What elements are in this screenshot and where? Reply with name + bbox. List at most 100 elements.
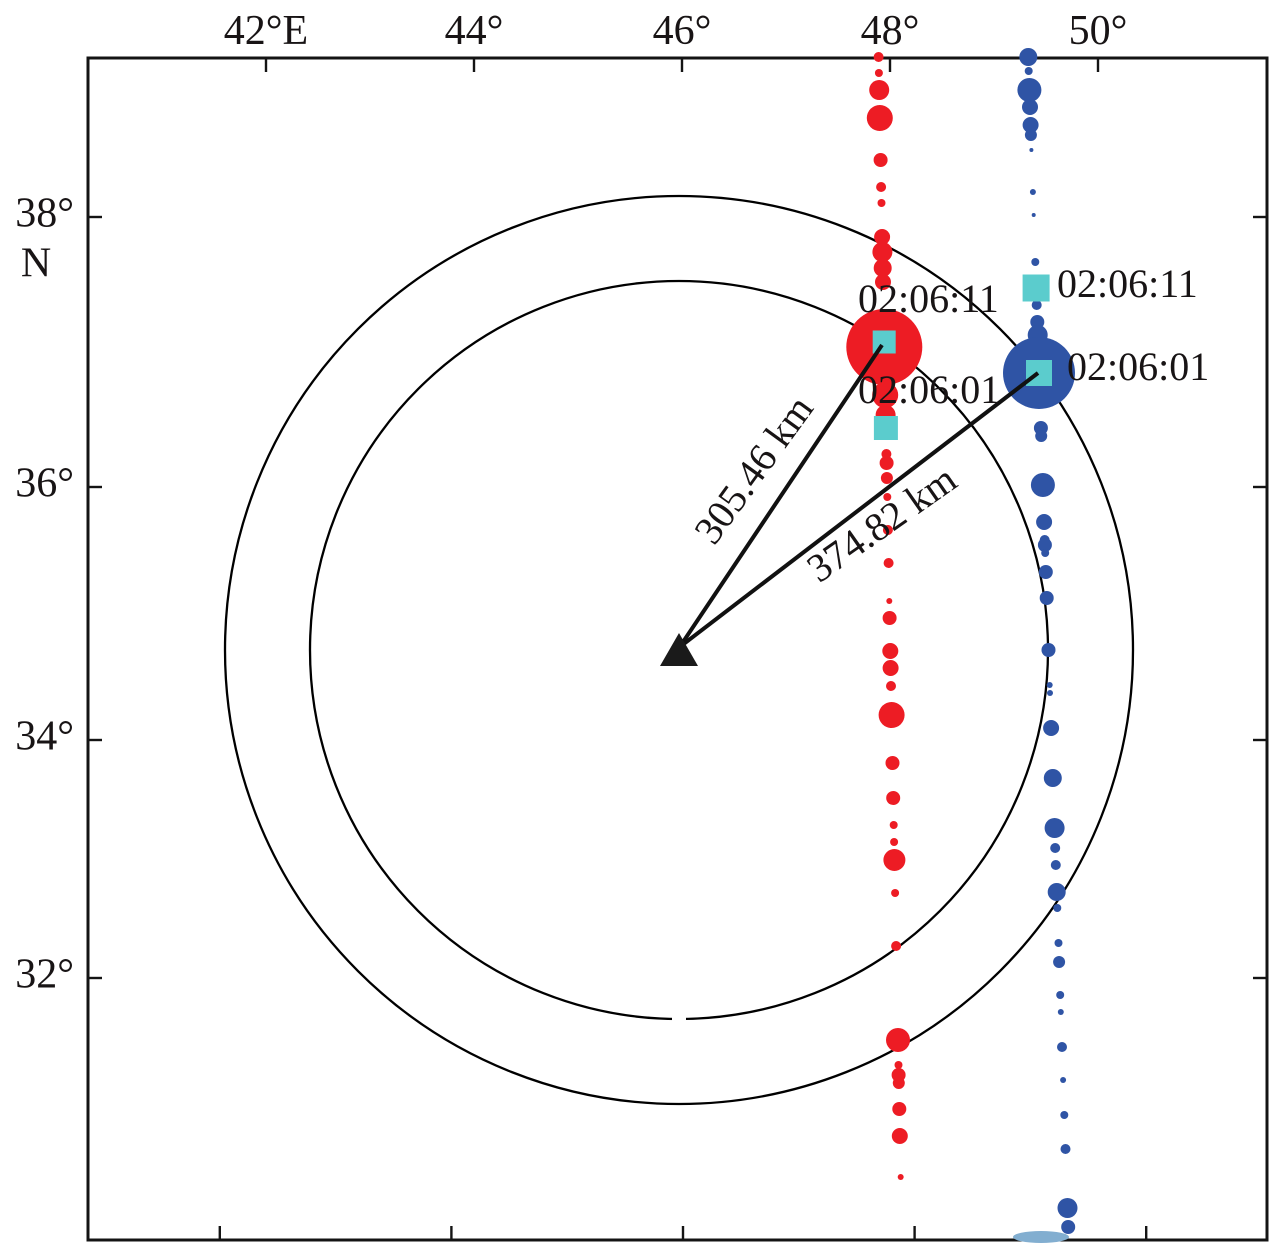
plot-border [86, 56, 1269, 1242]
epicenter-dot [882, 660, 899, 676]
epicenter-dot [897, 1174, 904, 1180]
epicenter-dot [1053, 956, 1066, 968]
time-label: 02:06:11 [1057, 261, 1198, 306]
epicenter-dot [873, 153, 888, 167]
epicenter-dot [886, 1028, 910, 1052]
epicenter-dot [1036, 514, 1053, 530]
epicenter-dot [883, 849, 906, 871]
origin-time-square [1022, 274, 1050, 302]
epicenter-dot [894, 1061, 903, 1069]
epicenter-dot [872, 242, 893, 262]
epicenter-dot [1031, 258, 1040, 266]
epicenter-dot [1019, 48, 1038, 66]
epicenter-dot [869, 80, 890, 100]
origin-time-square [872, 330, 896, 354]
epicenter-dot [1060, 1111, 1069, 1119]
epicenter-dot [1044, 818, 1065, 838]
station-triangle-icon [660, 633, 698, 666]
time-label: 02:06:01 [1067, 344, 1209, 389]
epicenter-dot [1060, 1077, 1067, 1083]
latitude-tick-label: 38° [15, 191, 74, 237]
epicenter-dot [891, 1128, 908, 1144]
longitude-tick-label: 46° [653, 8, 712, 54]
epicenter-dot [1054, 939, 1063, 947]
epicenter-dot [1024, 67, 1033, 75]
epicenter-dot [882, 611, 897, 625]
epicenter-dot [886, 791, 901, 805]
epicenter-dot [1041, 549, 1050, 557]
origin-time-square [873, 416, 898, 440]
epicenter-dot [1037, 538, 1052, 552]
epicenter-dot [873, 259, 892, 277]
longitude-tick-label: 44° [445, 8, 504, 54]
epicenter-dot [1041, 643, 1056, 657]
epicenter-dot [876, 182, 887, 192]
epicenter-dot [1035, 430, 1048, 442]
epicenter-dot [1017, 78, 1042, 102]
epicenter-dot [1022, 99, 1038, 115]
epicenter-dot [1047, 883, 1066, 901]
epicenter-dot [1050, 843, 1061, 853]
epicenter-dot [892, 1077, 905, 1089]
outer-range-circle [223, 194, 1135, 1106]
epicenter-dot [1053, 904, 1062, 912]
latitude-tick-label: 36° [15, 461, 74, 507]
latitude-hemisphere-label: N [21, 241, 51, 287]
epicenter-dot [882, 525, 893, 535]
epicenter-dot [866, 105, 893, 131]
epicenter-dot [883, 493, 892, 501]
epicenter-dot [883, 558, 894, 568]
epicenter-dot [879, 456, 894, 470]
epicenter-dot [1029, 148, 1034, 152]
epicenter-dot [1046, 682, 1053, 688]
time-label: 02:06:11 [858, 276, 999, 321]
epicenter-dot [886, 598, 893, 604]
longitude-tick-label: 42°E [224, 8, 308, 54]
origin-time-square [1026, 360, 1052, 386]
epicenter-dot [878, 702, 905, 728]
water-patch [1013, 1231, 1069, 1243]
time-label: 02:06:01 [858, 367, 1000, 412]
epicenter-dot [1061, 1220, 1076, 1234]
epicenter-dot [1039, 591, 1054, 605]
epicenter-dot [877, 199, 886, 207]
epicenter-dot [885, 756, 900, 770]
epicenter-dot [1057, 1198, 1078, 1218]
epicenter-dot [872, 382, 899, 408]
epicenter-dot [880, 472, 893, 484]
epicenter-dot [1056, 991, 1065, 999]
epicenter-dot [1060, 1144, 1071, 1154]
epicenter-dot [1057, 1009, 1064, 1015]
longitude-tick-label: 50° [1069, 8, 1128, 54]
epicenter-dot [1057, 1042, 1067, 1052]
epicenter-dot [892, 1102, 907, 1116]
epicenter-dot [874, 69, 883, 77]
epicenter-dot [1022, 117, 1039, 133]
inner-circle-gap [672, 1010, 686, 1023]
epicenter-dot [1047, 690, 1053, 696]
epicenter-dot [889, 821, 898, 829]
epicenter-dot [886, 681, 896, 691]
epicenter-dot [874, 229, 891, 245]
distance-line [679, 371, 1040, 648]
epicenter-dot [1030, 473, 1055, 497]
epicenter-dot [882, 643, 899, 659]
longitude-tick-label: 48° [861, 8, 920, 54]
latitude-tick-label: 34° [15, 714, 74, 760]
latitude-tick-label: 32° [15, 952, 74, 998]
epicenter-dot [875, 274, 891, 290]
epicenter-dot [1029, 189, 1036, 195]
epicenter-dot [1043, 720, 1060, 736]
epicenter-dot [1031, 213, 1036, 217]
epicenter-dot [1024, 129, 1037, 141]
epicenter-dot [1031, 300, 1042, 310]
epicenter-dot [1043, 769, 1062, 787]
distance-line [679, 343, 884, 647]
epicenter-dot [1038, 565, 1053, 579]
epicenter-dot [890, 838, 899, 846]
epicenter-dot [873, 52, 884, 62]
epicenter-dot [891, 941, 902, 951]
